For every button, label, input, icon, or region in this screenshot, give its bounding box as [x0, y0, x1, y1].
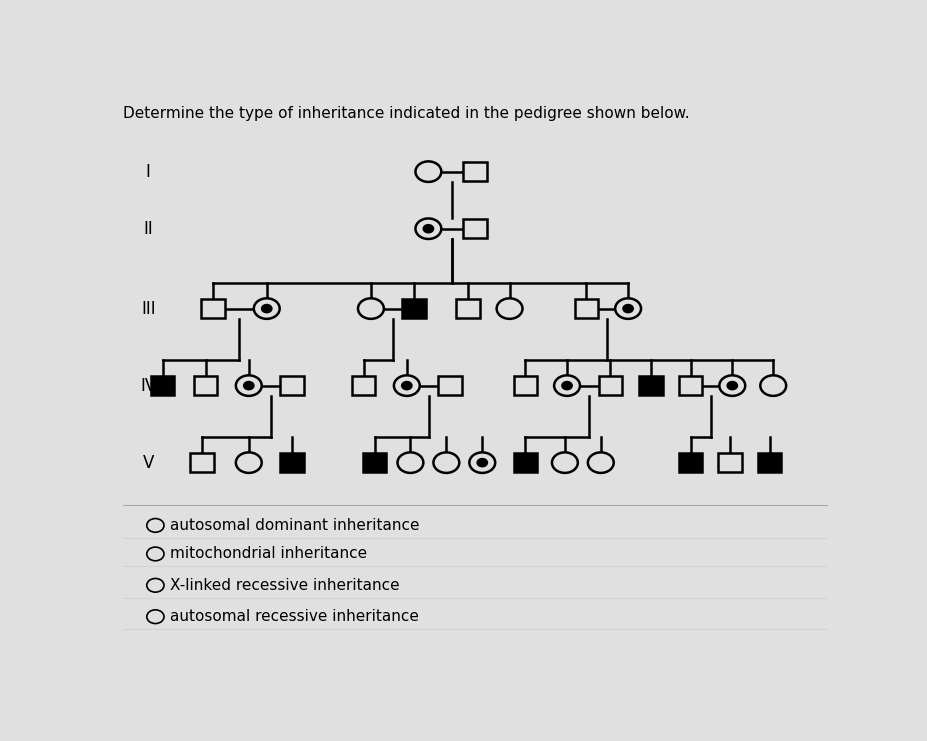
Circle shape	[562, 382, 572, 390]
Bar	[575, 299, 598, 318]
Circle shape	[760, 376, 786, 396]
Circle shape	[497, 299, 523, 319]
Circle shape	[434, 452, 459, 473]
Circle shape	[616, 299, 641, 319]
Bar	[640, 376, 663, 395]
Bar	[679, 376, 703, 395]
Bar	[352, 376, 375, 395]
Circle shape	[469, 452, 495, 473]
Text: II: II	[144, 220, 153, 238]
Text: autosomal recessive inheritance: autosomal recessive inheritance	[170, 609, 419, 624]
Bar	[190, 453, 214, 472]
Circle shape	[415, 219, 441, 239]
Text: Determine the type of inheritance indicated in the pedigree shown below.: Determine the type of inheritance indica…	[123, 106, 690, 121]
Circle shape	[477, 459, 488, 467]
Bar	[599, 376, 622, 395]
Bar	[758, 453, 781, 472]
Bar	[402, 299, 425, 318]
Circle shape	[401, 382, 412, 390]
Bar	[201, 299, 224, 318]
Text: III: III	[141, 299, 156, 318]
Text: V: V	[143, 453, 154, 471]
Circle shape	[235, 376, 261, 396]
Circle shape	[554, 376, 580, 396]
Circle shape	[235, 452, 261, 473]
Bar	[280, 376, 303, 395]
Bar	[362, 453, 387, 472]
Bar	[280, 453, 303, 472]
Circle shape	[358, 299, 384, 319]
Circle shape	[398, 452, 424, 473]
Text: autosomal dominant inheritance: autosomal dominant inheritance	[170, 518, 419, 533]
Bar	[464, 162, 487, 181]
Text: mitochondrial inheritance: mitochondrial inheritance	[170, 546, 367, 562]
Bar	[679, 453, 703, 472]
Bar	[718, 453, 742, 472]
Bar	[464, 219, 487, 238]
Circle shape	[394, 376, 420, 396]
Text: I: I	[146, 163, 151, 181]
Circle shape	[623, 305, 633, 313]
Circle shape	[719, 376, 745, 396]
Bar	[514, 376, 537, 395]
Circle shape	[588, 452, 614, 473]
Circle shape	[552, 452, 578, 473]
Circle shape	[261, 305, 272, 313]
Circle shape	[244, 382, 254, 390]
Bar	[514, 453, 537, 472]
Bar	[194, 376, 217, 395]
Bar	[438, 376, 462, 395]
Bar	[456, 299, 479, 318]
Text: IV: IV	[140, 376, 157, 395]
Circle shape	[254, 299, 280, 319]
Circle shape	[727, 382, 738, 390]
Circle shape	[424, 225, 434, 233]
Bar	[151, 376, 174, 395]
Circle shape	[415, 162, 441, 182]
Text: X-linked recessive inheritance: X-linked recessive inheritance	[170, 578, 400, 593]
